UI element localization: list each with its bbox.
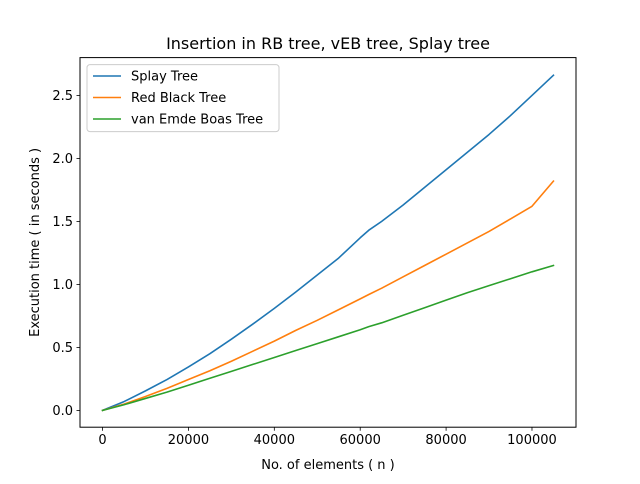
y-tick-label: 2.0: [52, 152, 73, 167]
x-tick-label: 100000: [507, 433, 557, 448]
axis-ticks: 0 20000 40000 60000 80000 100000 0.0 0.5 1.0 1.5 2…: [52, 89, 556, 448]
legend-label: Splay Tree: [131, 70, 198, 85]
legend-entries: Splay Tree Red Black Tree van Emde Boas Tr…: [93, 70, 263, 128]
legend: Splay Tree Red Black Tree van Emde Boas Tr…: [86, 64, 280, 133]
y-axis-label: Execution time ( in seconds ): [28, 148, 43, 337]
series-layer: [101, 74, 555, 412]
y-tick-label: 1.0: [52, 278, 73, 293]
y-tick-label: 1.5: [52, 215, 73, 230]
x-tick-label: 40000: [254, 433, 295, 448]
legend-label: Red Black Tree: [131, 91, 226, 106]
y-tick-label: 2.5: [52, 89, 73, 104]
x-tick-label: 20000: [168, 433, 209, 448]
x-tick-label: 80000: [425, 433, 466, 448]
series-line-van-emde-boas-tree: [101, 264, 555, 412]
legend-box: [86, 64, 280, 133]
y-tick-label: 0.0: [52, 404, 73, 419]
legend-label: van Emde Boas Tree: [131, 113, 263, 128]
chart-title: Insertion in RB tree, vEB tree, Splay tr…: [166, 34, 490, 53]
x-tick-label: 0: [98, 433, 106, 448]
x-tick-label: 60000: [340, 433, 381, 448]
series-line-red-black-tree: [101, 179, 555, 412]
y-tick-label: 0.5: [52, 341, 73, 356]
x-axis-label: No. of elements ( n ): [261, 458, 395, 473]
plot-frame: [79, 57, 577, 428]
series-line-splay-tree: [101, 74, 555, 412]
